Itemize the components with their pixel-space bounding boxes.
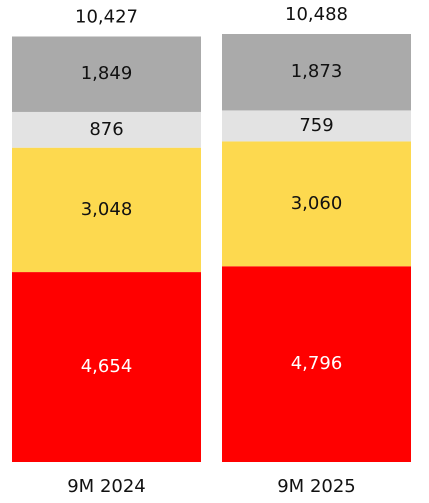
value-label: 1,849 (81, 63, 133, 84)
total-label: 10,488 (285, 4, 348, 25)
value-label: 4,654 (81, 356, 133, 377)
total-label: 10,427 (75, 6, 138, 27)
x-tick-label: 9M 2024 (67, 476, 146, 497)
bar-segment (222, 110, 411, 142)
bar-segment (222, 266, 411, 462)
bar-segment (12, 147, 201, 273)
bar-segment (12, 36, 201, 112)
value-label: 1,873 (291, 61, 343, 82)
x-tick-label: 9M 2025 (277, 476, 356, 497)
value-label: 3,048 (81, 199, 133, 220)
value-label: 876 (89, 119, 123, 140)
value-label: 759 (299, 115, 333, 136)
value-label: 3,060 (291, 193, 343, 214)
bar-segment (12, 272, 201, 462)
bar-segment (222, 141, 411, 267)
bar-segment (222, 34, 411, 111)
value-label: 4,796 (291, 353, 343, 374)
bar-segment (12, 111, 201, 148)
